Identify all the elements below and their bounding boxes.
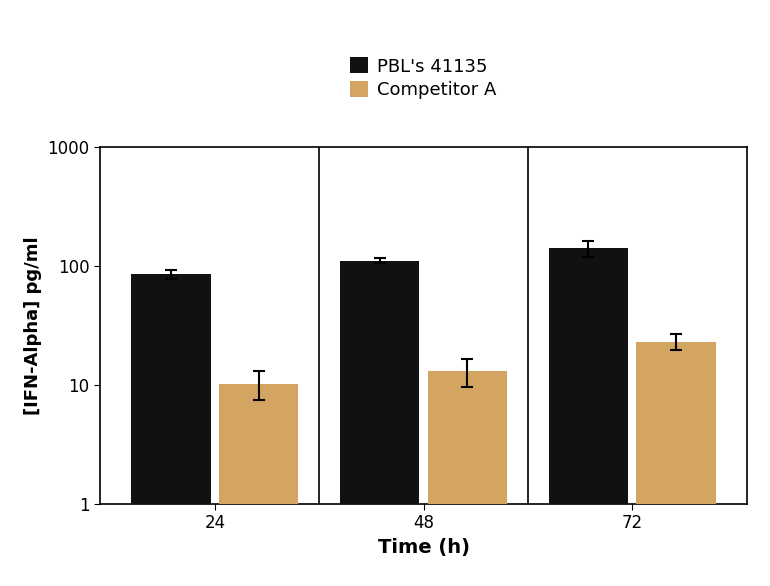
Bar [427,371,507,586]
Bar [549,248,628,586]
Y-axis label: [IFN-Alpha] pg/ml: [IFN-Alpha] pg/ml [24,236,42,414]
X-axis label: Time (h): Time (h) [377,538,470,557]
Bar [636,342,715,586]
Bar [340,261,420,586]
Bar [219,384,298,586]
Bar [132,274,211,586]
Legend: PBL's 41135, Competitor A: PBL's 41135, Competitor A [341,48,506,108]
